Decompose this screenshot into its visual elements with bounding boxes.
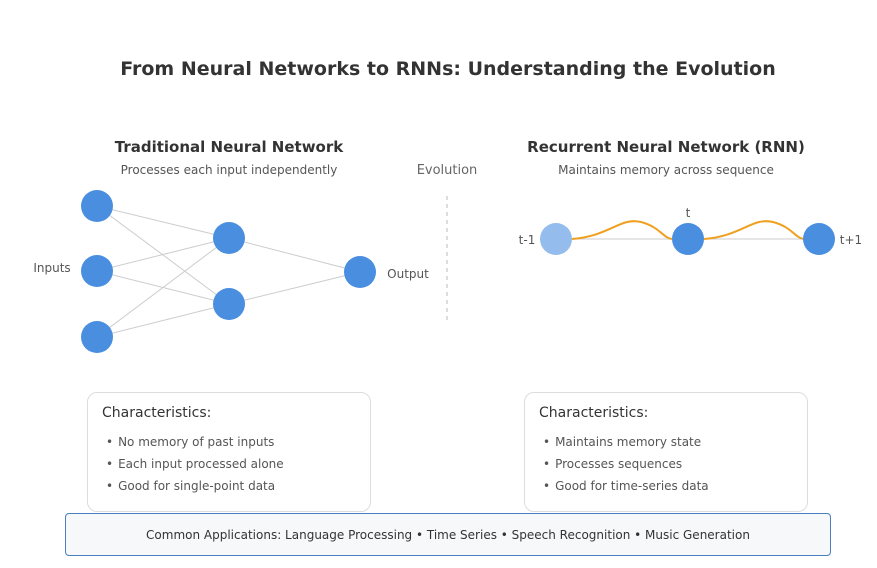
rnn-characteristics-list: Maintains memory state Processes sequenc… [539, 431, 793, 497]
inputs-label: Inputs [33, 261, 70, 275]
input-node-1 [81, 190, 113, 222]
list-item: Maintains memory state [543, 431, 793, 453]
list-item: Good for time-series data [543, 475, 793, 497]
traditional-heading: Traditional Neural Network [115, 138, 345, 156]
network-nodes [81, 190, 376, 353]
list-item: Each input processed alone [106, 453, 356, 475]
connection-hidden-1-output [228, 237, 361, 273]
rnn-characteristics-card: Characteristics: Maintains memory state … [524, 392, 808, 512]
rnn-node-t [672, 223, 704, 255]
output-node [344, 256, 376, 288]
rnn-card-title: Characteristics: [539, 405, 649, 421]
input-node-3 [81, 321, 113, 353]
connection-input-1-hidden-1 [96, 205, 230, 239]
list-item: No memory of past inputs [106, 431, 356, 453]
list-item: Good for single-point data [106, 475, 356, 497]
recurrent-connection-1 [571, 220, 673, 240]
traditional-characteristics-list: No memory of past inputs Each input proc… [102, 431, 356, 497]
connection-input-3-hidden-2 [96, 303, 230, 338]
rnn-heading: Recurrent Neural Network (RNN) [527, 138, 805, 156]
input-node-2 [81, 255, 113, 287]
connection-input-2-hidden-1 [96, 237, 230, 272]
rnn-step-prev-label: t-1 [519, 233, 536, 247]
traditional-characteristics-card: Characteristics: No memory of past input… [87, 392, 371, 512]
rnn-node-t-plus-1 [803, 223, 835, 255]
recurrent-connection-2 [703, 220, 805, 240]
rnn-node-t-minus-1 [540, 223, 572, 255]
page-title: From Neural Networks to RNNs: Understand… [120, 58, 776, 80]
hidden-node-1 [213, 222, 245, 254]
connection-hidden-2-output [228, 271, 361, 305]
rnn-step-current-label: t [686, 206, 691, 220]
hidden-node-2 [213, 288, 245, 320]
output-label: Output [387, 267, 429, 281]
traditional-subheading: Processes each input independently [121, 163, 338, 177]
connection-input-3-hidden-1 [96, 237, 230, 338]
rnn-subheading: Maintains memory across sequence [558, 163, 774, 177]
applications-bar: Common Applications: Language Processing… [65, 513, 831, 556]
traditional-card-title: Characteristics: [102, 405, 212, 421]
evolution-label: Evolution [417, 163, 478, 178]
rnn-step-next-label: t+1 [840, 233, 862, 247]
list-item: Processes sequences [543, 453, 793, 475]
network-connections [96, 205, 361, 338]
